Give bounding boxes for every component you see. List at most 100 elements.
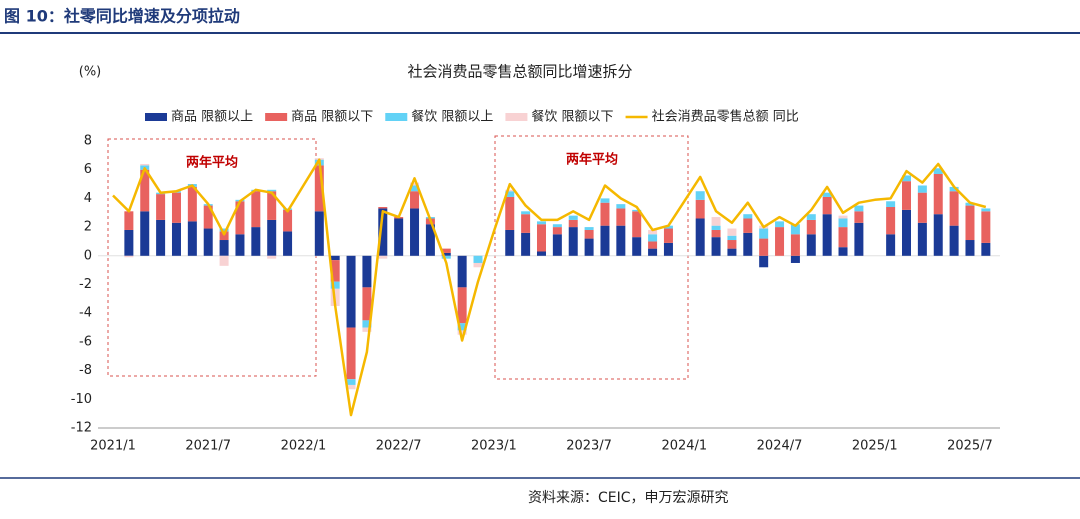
y-tick-label: -8 [79, 363, 92, 378]
bar-segment [822, 196, 832, 215]
bar-segment [410, 185, 420, 192]
bar-segment [648, 234, 658, 242]
bar-segment [965, 205, 975, 241]
bar-segment [505, 196, 515, 230]
bar-segment [425, 224, 435, 256]
x-tick-label: 2024/7 [757, 439, 803, 454]
bar-segment [759, 238, 769, 256]
y-tick-label: 6 [84, 162, 92, 177]
bar-segment [663, 242, 673, 256]
bar-segment [203, 205, 213, 229]
bar-segment [917, 222, 927, 256]
bar-segment [568, 227, 578, 256]
bar-segment [171, 222, 181, 256]
bar-segment [140, 211, 150, 256]
bar-segment [648, 248, 658, 256]
x-tick-label: 2025/7 [947, 439, 993, 454]
header: 图 10：社零同比增速及分项拉动 [4, 7, 240, 26]
bar-segment [790, 224, 800, 235]
y-tick-label: -12 [71, 421, 92, 436]
bar-segment [171, 192, 181, 223]
y-tick-label: 4 [84, 191, 92, 206]
legend-label: 商品 限额以上 [171, 110, 253, 125]
bar-segment [838, 247, 848, 256]
bar-segment [219, 255, 229, 266]
bar-segment [457, 255, 467, 288]
bar-segment [775, 221, 785, 228]
legend-swatch [385, 113, 408, 121]
bar-segment [473, 255, 483, 263]
bar-segment [695, 218, 705, 256]
bar-segment [521, 214, 531, 233]
y-tick-label: -4 [79, 306, 92, 321]
bar-segment [727, 228, 737, 236]
bar-segment [616, 204, 626, 209]
bar-segment [314, 211, 324, 256]
bar-segment [536, 221, 546, 225]
bar-segment [711, 237, 721, 256]
x-tick-label: 2023/7 [566, 439, 612, 454]
bar-segment [441, 252, 451, 256]
bar-segment [362, 320, 372, 328]
bar-segment [267, 255, 277, 259]
bar-segment [346, 379, 356, 385]
bar-segment [378, 255, 388, 259]
bar-segment [410, 208, 420, 256]
bar-segment [886, 234, 896, 256]
bar-segment [822, 214, 832, 256]
bar-segment [536, 224, 546, 252]
bar-segment [632, 209, 642, 212]
legend-label: 餐饮 限额以上 [411, 109, 493, 125]
bar-segment [759, 228, 769, 239]
bar-segment [552, 224, 562, 228]
bar-segment [267, 189, 277, 192]
bar-segment [600, 225, 610, 256]
bar-segment [886, 201, 896, 208]
bar-segment [457, 330, 467, 335]
chart-title: 社会消费品零售总额同比增速拆分 [407, 63, 632, 81]
legend-swatch [145, 113, 167, 121]
bar-segment [187, 221, 197, 256]
annotation: 两年平均 [186, 155, 238, 171]
y-tick-label: -10 [71, 392, 92, 407]
bar-segment [917, 192, 927, 223]
bar-segment [854, 211, 864, 223]
bar-segment [251, 191, 261, 228]
bar-segment [790, 234, 800, 256]
bar-segment [743, 232, 753, 256]
bar-segment [378, 208, 388, 256]
bar-segment [584, 238, 594, 256]
bar-segment [584, 227, 594, 230]
bar-segment [124, 211, 134, 230]
bar-segment [933, 168, 943, 175]
legend-label: 商品 限额以下 [291, 110, 373, 125]
line-series [112, 158, 987, 417]
legend-swatch [265, 113, 288, 121]
bar-segment [521, 211, 531, 215]
bar-segment [584, 229, 594, 239]
bar-segment [140, 163, 150, 166]
bar-segment [362, 327, 372, 332]
bar-segment [346, 384, 356, 390]
bar-segment [156, 219, 166, 256]
bar-segment [695, 199, 705, 219]
bar-segment [981, 242, 991, 256]
bar-segment [410, 182, 420, 186]
annotation-box [107, 138, 317, 377]
bar-segment [219, 240, 229, 256]
bar-segment [219, 228, 229, 232]
bar-segment [283, 209, 293, 232]
bar-segment [568, 219, 578, 228]
annotation: 两年平均 [566, 152, 618, 168]
bar-segment [251, 227, 261, 256]
bar-segment [711, 217, 721, 226]
bar-segment [838, 227, 848, 248]
bar-segment [854, 222, 864, 256]
bar-segment [140, 169, 150, 212]
bar-segment [949, 186, 959, 192]
y-tick-label: 8 [84, 134, 92, 149]
bar-segment [330, 260, 340, 282]
x-tick-label: 2024/1 [661, 439, 707, 454]
bar-segment [949, 191, 959, 226]
